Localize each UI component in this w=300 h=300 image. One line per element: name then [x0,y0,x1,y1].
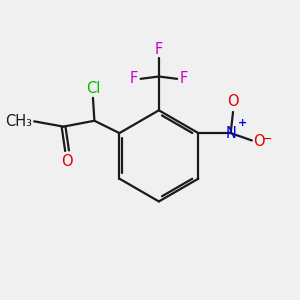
Text: N: N [225,126,236,141]
Text: F: F [180,71,188,86]
Text: F: F [155,42,163,57]
Text: O: O [61,154,73,169]
Text: −: − [261,133,272,146]
Text: Cl: Cl [86,81,100,96]
Text: O: O [227,94,239,109]
Text: F: F [129,71,138,86]
Text: O: O [254,134,265,149]
Text: +: + [238,118,247,128]
Text: CH₃: CH₃ [5,114,32,129]
